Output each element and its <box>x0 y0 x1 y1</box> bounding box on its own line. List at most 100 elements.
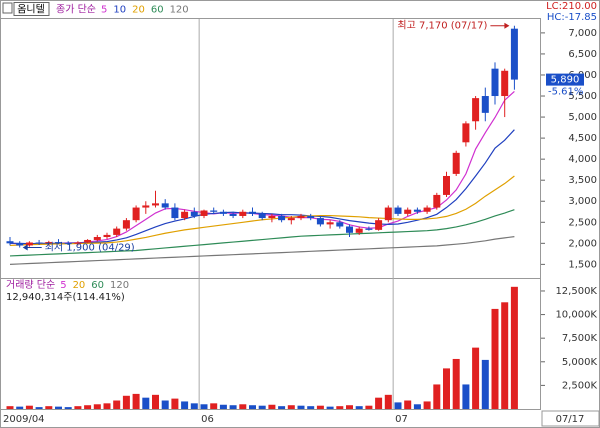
volume-bar <box>113 400 121 409</box>
candle-body <box>113 228 121 235</box>
volume-bar <box>384 394 392 409</box>
candle-body <box>346 226 353 233</box>
candle-body <box>336 222 344 227</box>
candle-body <box>103 234 111 238</box>
candle-body <box>404 209 412 214</box>
y-tick-label: 2,000 <box>568 238 597 249</box>
candle-body <box>501 70 509 97</box>
volume-bar <box>55 406 62 409</box>
volume-bar <box>122 395 130 409</box>
candle-body <box>278 215 286 221</box>
volume-bar <box>74 406 82 409</box>
candle-body <box>161 203 169 208</box>
volume-bar <box>443 368 450 409</box>
candle-body <box>452 152 460 174</box>
volume-bar <box>229 405 237 409</box>
volume-bar <box>413 404 421 409</box>
y-tick-label: 2,500K <box>562 380 598 391</box>
y-tick-label: 5,000 <box>568 112 597 123</box>
volume-bar <box>433 384 441 409</box>
volume-bar <box>161 400 169 409</box>
volume-bar <box>278 406 286 409</box>
volume-pane <box>0 278 541 410</box>
y-tick-label: 7,000 <box>568 28 597 39</box>
candle-body <box>462 123 470 143</box>
ma-line <box>9 236 515 265</box>
candle-body <box>84 239 92 243</box>
volume-bar <box>45 406 53 409</box>
legend-prefix: 거래량 단순 <box>6 279 55 291</box>
volume-bar <box>16 406 24 409</box>
y-tick-label: 4,500 <box>568 133 597 144</box>
y-tick-label: 12,500K <box>555 286 597 297</box>
candle-body <box>433 194 441 208</box>
y-tick-label: 6,500 <box>568 49 597 60</box>
legend-entry: 20 <box>73 280 86 291</box>
y-tick-label: 3,000 <box>568 196 597 207</box>
volume-bar <box>35 407 43 409</box>
legend-entry: 10 <box>113 5 126 16</box>
candle-body <box>443 175 450 195</box>
menu-icon[interactable] <box>2 2 13 14</box>
volume-bar <box>316 405 324 409</box>
candle-body <box>16 243 24 246</box>
candle-body <box>297 215 305 219</box>
volume-info: 12,940,314주(114.41%) <box>6 292 125 303</box>
candle-body <box>200 210 208 216</box>
volume-bar <box>219 404 227 409</box>
candle-body <box>316 218 324 225</box>
candle-body <box>510 28 518 80</box>
volume-bar <box>190 403 198 409</box>
volume-bar <box>423 401 431 409</box>
candle-body <box>25 242 33 246</box>
candle-body <box>142 205 150 208</box>
candle-body <box>472 98 480 122</box>
legend-entry: 20 <box>132 5 145 16</box>
candle-body <box>171 207 179 219</box>
y-tick-label: 7,500K <box>562 333 598 344</box>
candle-body <box>355 228 363 233</box>
title-box[interactable] <box>13 2 50 16</box>
candle-body <box>181 211 189 219</box>
candle-body <box>423 207 431 212</box>
last-price: 5,890 <box>551 75 580 86</box>
volume-bar <box>258 405 266 409</box>
volume-bar <box>239 404 247 409</box>
volume-bar <box>132 393 140 409</box>
volume-bar <box>171 398 179 409</box>
min-arrowhead <box>22 244 28 251</box>
candle-body <box>413 209 421 212</box>
volume-bar <box>452 358 460 409</box>
y-tick-label: 5,500 <box>568 91 597 102</box>
volume-bar <box>84 405 92 409</box>
volume-bar <box>287 405 295 409</box>
candle-body <box>394 207 402 214</box>
y-tick-label: 4,000 <box>568 154 597 165</box>
candle-body <box>229 213 237 216</box>
y-tick-label: 3,500 <box>568 175 597 186</box>
candle-body <box>6 241 14 244</box>
volume-bar <box>210 403 218 409</box>
volume-bar <box>64 407 72 409</box>
legend-entry: 120 <box>170 5 189 16</box>
volume-bar <box>249 405 256 409</box>
candle-body <box>122 220 130 229</box>
y-tick-label: 10,000K <box>555 310 597 321</box>
candle-body <box>152 203 159 206</box>
legend-entry: 120 <box>110 280 129 291</box>
candle-body <box>268 215 276 219</box>
volume-bar <box>346 405 353 409</box>
candle-body <box>239 211 247 216</box>
volume-bar <box>142 397 150 409</box>
candle-body <box>384 207 392 221</box>
y-tick-label: 5,000K <box>562 357 598 368</box>
volume-bar <box>6 406 14 409</box>
legend-prefix: 종가 단순 <box>56 4 96 16</box>
volume-bar <box>394 402 402 409</box>
candle-body <box>249 211 256 214</box>
volume-bar <box>510 286 518 409</box>
date-box <box>541 410 600 427</box>
volume-bar <box>152 394 159 409</box>
candle-body <box>287 218 295 221</box>
